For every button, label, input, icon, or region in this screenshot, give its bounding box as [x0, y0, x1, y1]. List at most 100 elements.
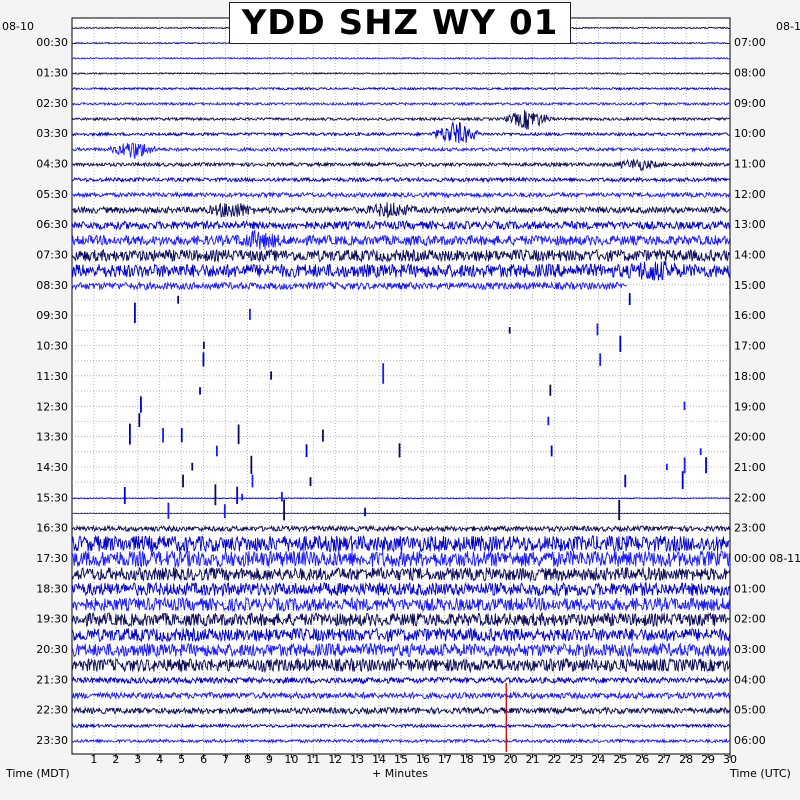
right-time-label: 00:00 08-11: [734, 552, 800, 565]
x-label-right: Time (UTC): [729, 767, 791, 780]
x-tick-label: 6: [200, 753, 207, 766]
left-date-label: 08-10: [2, 20, 34, 33]
right-time-label: 05:00: [734, 704, 766, 717]
trace-row: [72, 641, 731, 658]
x-tick-label: 26: [635, 753, 649, 766]
right-time-label: 03:00: [734, 643, 766, 656]
left-time-label: 12:30: [36, 400, 68, 413]
x-tick-label: 13: [350, 753, 364, 766]
trace-row: [71, 549, 731, 569]
chart-title: YDD SHZ WY 01: [241, 3, 559, 43]
x-tick-label: 17: [438, 753, 452, 766]
trace-row: [71, 675, 731, 685]
right-time-label: 01:00: [734, 582, 766, 595]
x-label-center: + Minutes: [372, 767, 428, 780]
right-time-label: 02:00: [734, 613, 766, 626]
trace-row: [71, 190, 731, 199]
x-tick-label: 7: [222, 753, 229, 766]
trace-row: [71, 229, 731, 250]
left-time-label: 09:30: [36, 309, 68, 322]
trace-row: [71, 86, 731, 91]
x-tick-label: 10: [284, 753, 298, 766]
left-time-label: 05:30: [36, 188, 68, 201]
trace-row: [71, 72, 731, 75]
x-tick-label: 14: [372, 753, 386, 766]
plot-area: [71, 17, 731, 755]
x-tick-label: 18: [460, 753, 474, 766]
trace-row: [71, 101, 731, 107]
x-tick-label: 21: [526, 753, 540, 766]
trace-row: [71, 657, 731, 674]
x-tick-label: 16: [416, 753, 430, 766]
right-time-label: 10:00: [734, 127, 766, 140]
trace-row: [71, 534, 731, 553]
trace-row: [71, 596, 731, 613]
right-time-label: 18:00: [734, 370, 766, 383]
right-time-label: 16:00: [734, 309, 766, 322]
trace-row: [71, 109, 731, 130]
x-tick-label: 30: [723, 753, 737, 766]
right-time-label: 04:00: [734, 673, 766, 686]
right-time-label: 17:00: [734, 340, 766, 353]
trace-row: [71, 566, 731, 583]
left-time-label: 21:30: [36, 673, 68, 686]
trace-row: [71, 158, 731, 172]
trace-row: [71, 611, 731, 628]
right-time-label: 20:00: [734, 431, 766, 444]
right-time-label: 13:00: [734, 218, 766, 231]
trace-row: [71, 497, 731, 500]
trace-row: [71, 202, 731, 219]
traces: [71, 26, 731, 745]
x-tick-label: 25: [613, 753, 627, 766]
x-tick-label: 28: [679, 753, 693, 766]
trace-row: [71, 219, 731, 231]
trace-row: [71, 581, 731, 598]
left-time-label: 23:30: [36, 734, 68, 747]
right-time-label: 08:00: [734, 67, 766, 80]
left-time-label: 04:30: [36, 158, 68, 171]
left-time-label: 06:30: [36, 218, 68, 231]
left-time-label: 00:30: [36, 36, 68, 49]
x-label-left: Time (MDT): [5, 767, 70, 780]
left-time-label: 15:30: [36, 491, 68, 504]
x-tick-label: 9: [266, 753, 273, 766]
trace-row: [72, 56, 731, 60]
right-time-label: 19:00: [734, 400, 766, 413]
right-time-label: 15:00: [734, 279, 766, 292]
left-time-label: 19:30: [36, 613, 68, 626]
left-time-label: 07:30: [36, 249, 68, 262]
left-time-label: 02:30: [36, 97, 68, 110]
right-time-label: 23:00: [734, 522, 766, 535]
trace-row: [71, 512, 731, 515]
trace-row: [71, 722, 731, 729]
right-time-label: 06:00: [734, 734, 766, 747]
title-box: YDD SHZ WY 01: [229, 2, 571, 44]
x-tick-label: 19: [482, 753, 496, 766]
left-time-label: 10:30: [36, 340, 68, 353]
x-tick-label: 15: [394, 753, 408, 766]
x-tick-label: 4: [156, 753, 163, 766]
trace-row: [71, 706, 731, 716]
x-tick-label: 3: [134, 753, 141, 766]
right-time-label: 07:00: [734, 36, 766, 49]
trace-row: [71, 176, 731, 184]
axis-labels: 00:30 01:30 02:30 03:30 04:30 05:30 06:30 07:30…: [2, 20, 800, 780]
x-tick-label: 23: [569, 753, 583, 766]
right-time-label: 11:00: [734, 158, 766, 171]
x-tick-label: 24: [591, 753, 605, 766]
left-time-label: 14:30: [36, 461, 68, 474]
x-tick-label: 5: [178, 753, 185, 766]
trace-row: [71, 626, 731, 643]
trace-row: [71, 690, 731, 701]
trace-row: [71, 143, 731, 159]
right-time-label: 12:00: [734, 188, 766, 201]
trace-row: [71, 280, 628, 291]
right-time-label: 14:00: [734, 249, 766, 262]
trace-row: [71, 248, 731, 263]
x-tick-label: 27: [657, 753, 671, 766]
x-tick-label: 29: [701, 753, 715, 766]
left-time-label: 20:30: [36, 643, 68, 656]
left-time-label: 16:30: [36, 522, 68, 535]
trace-row: [71, 524, 731, 533]
